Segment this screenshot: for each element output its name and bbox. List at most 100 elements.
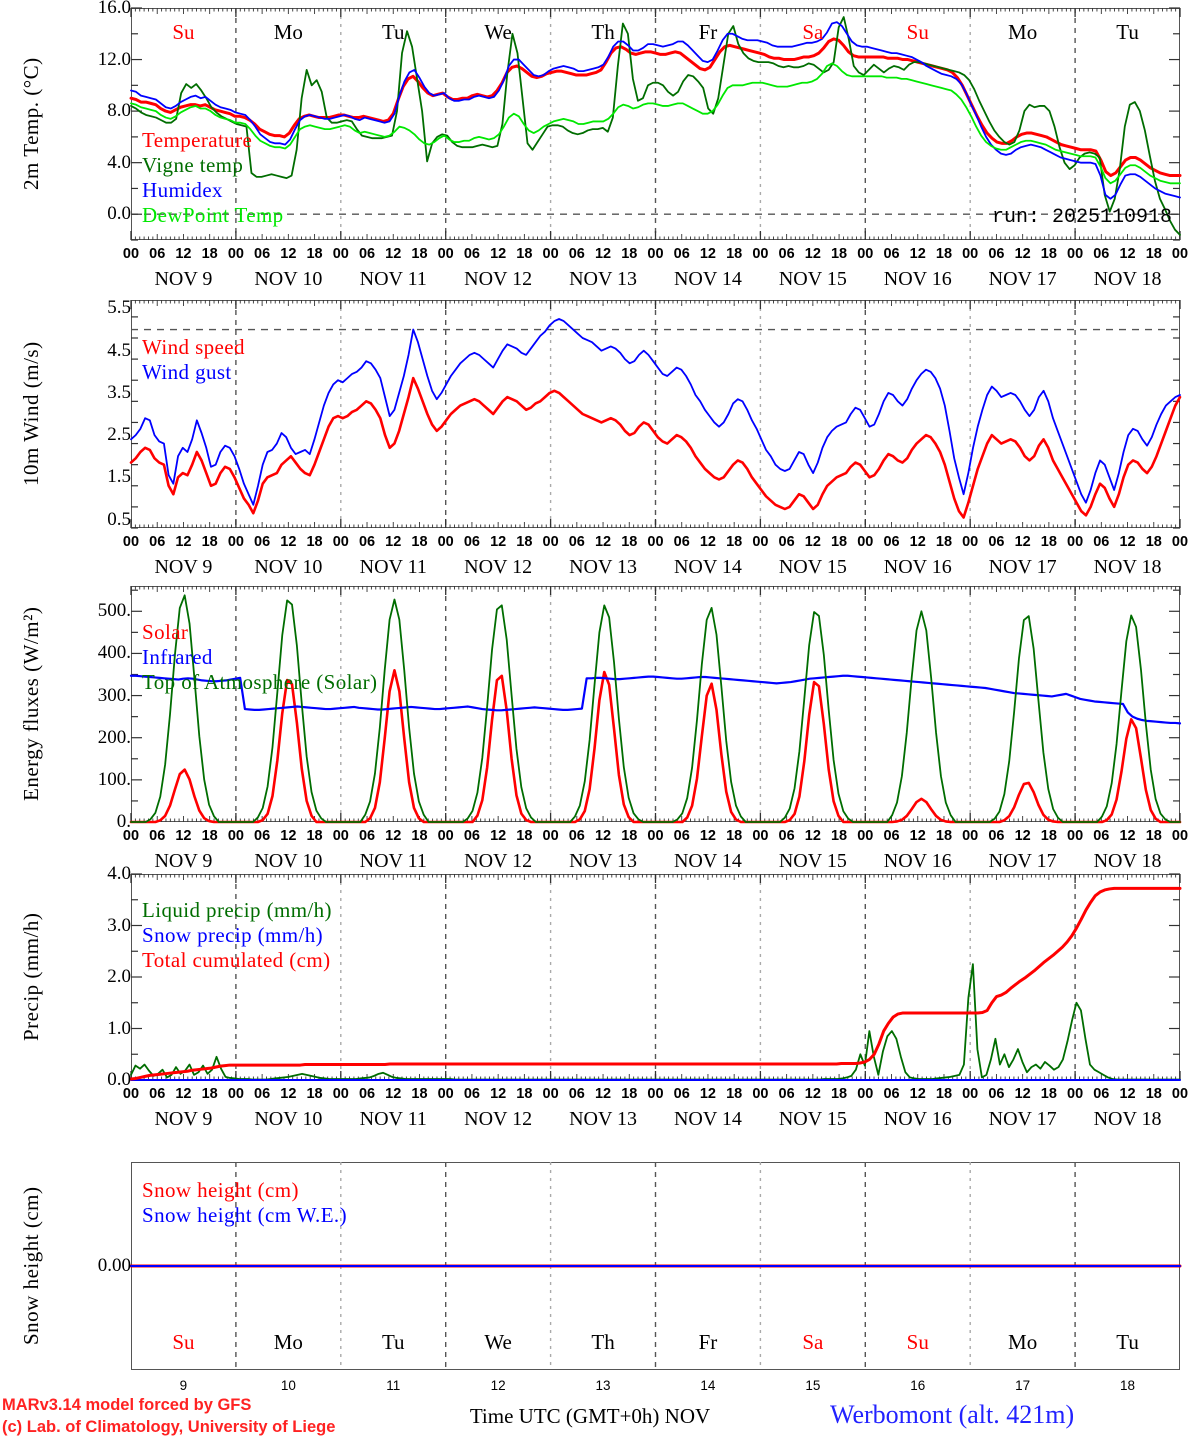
y-tick-label: 2.0 <box>107 966 131 987</box>
hour-tick-label: 18 <box>516 534 533 550</box>
hour-tick-label: 12 <box>594 1086 612 1102</box>
hour-tick-label: 12 <box>804 828 821 844</box>
hour-tick-label: 12 <box>804 1086 821 1102</box>
date-label: NOV 12 <box>464 556 533 578</box>
legend-item: Vigne temp <box>142 153 244 177</box>
hour-tick-label: 06 <box>149 828 166 844</box>
y-tick-label: 300. <box>97 684 131 706</box>
legend-wind: Wind speed Wind gust <box>142 335 245 385</box>
hour-tick-label: 06 <box>988 1086 1005 1102</box>
hour-tick-label: 18 <box>1145 1086 1162 1102</box>
day-number-label: 18 <box>1120 1378 1136 1393</box>
weekday-label-top: Tu <box>381 20 405 44</box>
hour-tick-label: 06 <box>1093 246 1110 262</box>
hour-tick-label: 18 <box>411 1086 428 1102</box>
legend-item: Snow height (cm) <box>142 1178 299 1202</box>
hour-tick-label: 00 <box>542 828 559 844</box>
hour-tick-label: 12 <box>909 828 926 844</box>
legend-item: Wind gust <box>142 360 232 384</box>
hour-tick-label: 12 <box>280 246 297 262</box>
date-label: NOV 17 <box>988 850 1057 872</box>
hour-tick-label: 12 <box>1119 534 1136 550</box>
hour-tick-label: 12 <box>175 534 192 550</box>
hour-tick-label: 18 <box>621 246 638 262</box>
day-number-label: 17 <box>1015 1378 1031 1393</box>
hour-tick-label: 00 <box>227 534 244 550</box>
hour-tick-label: 06 <box>673 246 690 262</box>
day-number-label: 11 <box>386 1378 401 1393</box>
hour-tick-label: 00 <box>752 828 769 844</box>
hour-tick-label: 06 <box>778 534 795 550</box>
hour-tick-label: 06 <box>568 246 585 262</box>
hour-tick-label: 18 <box>306 1086 323 1102</box>
hour-tick-label: 18 <box>411 534 428 550</box>
legend-item: DewPoint Temp <box>142 203 284 227</box>
hour-tick-label: 06 <box>568 1086 585 1102</box>
date-label: NOV 18 <box>1093 556 1162 578</box>
hour-tick-label: 00 <box>227 246 244 262</box>
date-label: NOV 9 <box>154 268 213 290</box>
hour-tick-label: 00 <box>437 828 454 844</box>
hour-tick-label: 18 <box>306 534 323 550</box>
hour-tick-label: 12 <box>1014 534 1031 550</box>
hour-tick-label: 18 <box>201 246 218 262</box>
hour-tick-label: 18 <box>411 828 428 844</box>
hour-tick-label: 18 <box>306 246 323 262</box>
weekday-label-top: Su <box>906 20 929 44</box>
hour-tick-label: 18 <box>1145 828 1162 844</box>
y-tick-label: 0.5 <box>107 508 131 530</box>
hour-tick-label: 06 <box>149 246 166 262</box>
hour-tick-label: 12 <box>1119 1086 1136 1102</box>
hour-tick-label: 18 <box>726 1086 743 1102</box>
date-label: NOV 11 <box>359 268 427 290</box>
hour-tick-label: 12 <box>490 1086 507 1102</box>
date-label: NOV 10 <box>254 556 323 578</box>
hour-tick-label: 18 <box>935 246 953 262</box>
hour-tick-label: 00 <box>122 534 140 550</box>
hour-tick-label: 06 <box>463 534 480 550</box>
footer-lab-credit: (c) Lab. of Climatology, University of L… <box>2 1418 336 1436</box>
hour-tick-label: 18 <box>726 534 743 550</box>
hour-tick-label: 18 <box>516 828 533 844</box>
hour-tick-label: 12 <box>490 246 507 262</box>
y-tick-label: 1.0 <box>107 1017 131 1039</box>
hour-tick-label: 12 <box>804 534 821 550</box>
y-tick-label: 5.5 <box>107 297 131 319</box>
legend-snow_height: Snow height (cm) Snow height (cm W.E.) <box>142 1178 347 1228</box>
hour-tick-label: 12 <box>175 1086 192 1102</box>
hour-tick-label: 18 <box>201 1086 218 1102</box>
legend-item: Wind speed <box>142 335 245 359</box>
hour-tick-label: 00 <box>542 1086 559 1102</box>
y-tick-label: 3.5 <box>107 381 131 403</box>
hour-tick-label: 06 <box>673 1086 690 1102</box>
y-tick-label: 1.5 <box>107 466 131 488</box>
hour-tick-label: 06 <box>358 534 376 550</box>
hour-tick-label: 00 <box>1171 828 1189 844</box>
hour-tick-label: 06 <box>358 1086 376 1102</box>
date-label: NOV 9 <box>154 850 213 872</box>
hour-tick-label: 00 <box>542 246 559 262</box>
date-label: NOV 15 <box>778 850 847 872</box>
hour-tick-label: 00 <box>122 246 140 262</box>
date-label: NOV 10 <box>254 850 323 872</box>
hour-tick-label: 00 <box>752 534 769 550</box>
date-label: NOV 10 <box>254 268 323 290</box>
y-tick-label: 200. <box>97 726 131 748</box>
hour-tick-label: 00 <box>857 246 874 262</box>
hour-tick-label: 18 <box>1040 828 1057 844</box>
hour-tick-label: 00 <box>437 534 454 550</box>
hour-tick-label: 06 <box>778 246 795 262</box>
station-name: Werbomont (alt. 421m) <box>830 1400 1075 1429</box>
hour-tick-label: 12 <box>699 246 717 262</box>
hour-tick-label: 18 <box>726 246 743 262</box>
date-label: NOV 16 <box>883 556 952 578</box>
hour-tick-label: 00 <box>1171 534 1189 550</box>
hour-tick-label: 06 <box>358 246 376 262</box>
hour-tick-label: 18 <box>935 1086 953 1102</box>
hour-tick-label: 06 <box>254 534 271 550</box>
hour-tick-label: 18 <box>306 828 323 844</box>
y-tick-label: 500. <box>97 600 131 622</box>
hour-tick-label: 18 <box>621 1086 638 1102</box>
weekday-label-bottom: Th <box>591 1330 615 1354</box>
date-label: NOV 11 <box>359 556 427 578</box>
